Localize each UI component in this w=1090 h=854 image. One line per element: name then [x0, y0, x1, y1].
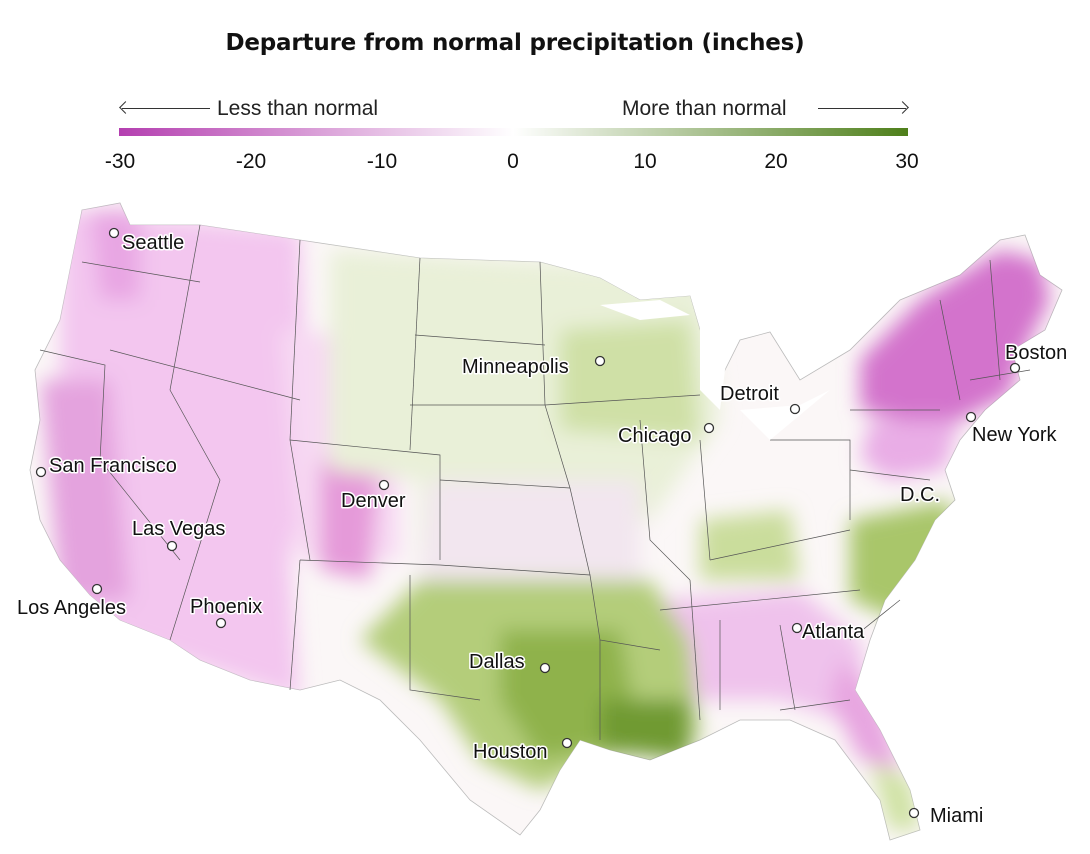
- city-label-phoenix: Phoenix: [190, 596, 262, 618]
- city-marker: [908, 807, 920, 819]
- city-label-chicago: Chicago: [618, 425, 691, 447]
- city-label-los-angeles: Los Angeles: [17, 597, 126, 619]
- legend-less-label: Less than normal: [217, 97, 379, 120]
- legend-tick: -20: [235, 150, 267, 173]
- city-label-minneapolis: Minneapolis: [462, 356, 569, 378]
- city-marker: [166, 540, 178, 552]
- city-marker: [789, 403, 801, 415]
- legend-tick: -10: [366, 150, 398, 173]
- city-marker: [378, 479, 390, 491]
- legend-tick: 10: [633, 150, 657, 173]
- city-label-boston: Boston: [1005, 342, 1067, 364]
- city-label-dallas: Dallas: [469, 651, 525, 673]
- city-marker: [91, 583, 103, 595]
- city-label-san-francisco: San Francisco: [49, 455, 177, 477]
- city-marker: [539, 662, 551, 674]
- city-marker: [965, 411, 977, 423]
- legend-tick: -30: [104, 150, 136, 173]
- legend-tick: 0: [507, 150, 519, 173]
- arrow-left-icon: [122, 108, 210, 109]
- state-boundaries: [39, 224, 1031, 740]
- great-lakes: [600, 300, 830, 440]
- city-marker: [108, 227, 120, 239]
- city-label-seattle: Seattle: [122, 232, 184, 254]
- city-label-las-vegas: Las Vegas: [132, 518, 225, 540]
- city-label-atlanta: Atlanta: [802, 621, 865, 643]
- legend-colorbar: [119, 128, 908, 136]
- city-label-denver: Denver: [341, 490, 406, 512]
- city-label-miami: Miami: [930, 805, 983, 827]
- legend-tick: 30: [895, 150, 919, 173]
- city-marker: [215, 617, 227, 629]
- city-label-houston: Houston: [473, 741, 548, 763]
- city-marker: [594, 355, 606, 367]
- city-marker: [35, 466, 47, 478]
- precipitation-layer: [40, 210, 1050, 830]
- arrow-right-icon: [818, 108, 906, 109]
- city-marker: [791, 622, 803, 634]
- city-label-detroit: Detroit: [720, 383, 779, 405]
- city-marker: [561, 737, 573, 749]
- city-label-dc: D.C.: [900, 484, 940, 506]
- city-marker: [703, 422, 715, 434]
- legend-more-label: More than normal: [622, 97, 787, 120]
- map-title: Departure from normal precipitation (inc…: [225, 30, 805, 56]
- city-marker: [1009, 362, 1021, 374]
- legend-tick: 20: [764, 150, 788, 173]
- city-label-new-york: New York: [972, 424, 1057, 446]
- city-markers: Seattle San Francisco Las Vegas Los Ange…: [16, 227, 1069, 829]
